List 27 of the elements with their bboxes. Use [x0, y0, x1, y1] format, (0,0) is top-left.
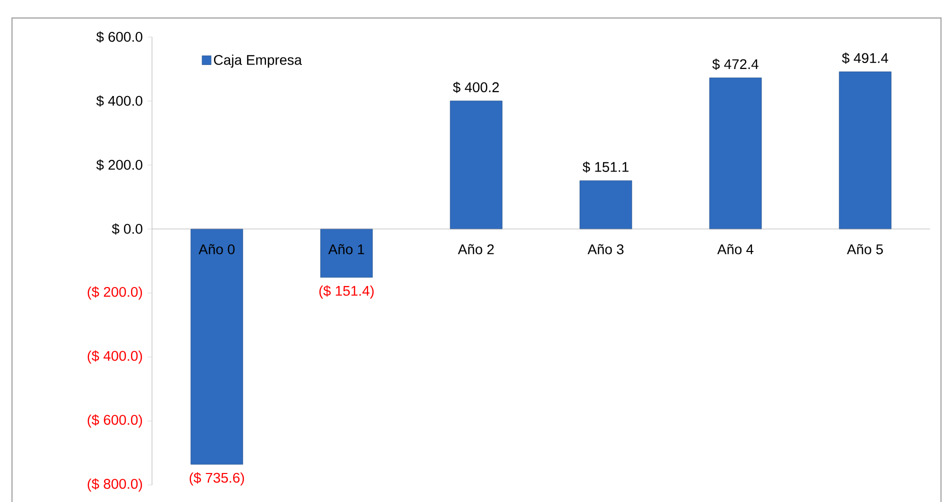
- data-label: $ 151.1: [582, 161, 629, 173]
- x-tick-label: Año 5: [846, 244, 883, 254]
- bar: [709, 78, 762, 230]
- x-tick-label: Año 1: [328, 244, 364, 254]
- x-tick-label: Año 0: [198, 244, 235, 254]
- y-tick-label: ($ 200.0): [88, 286, 142, 300]
- x-tick-label: Año 2: [458, 244, 494, 254]
- y-tick-label: $ 0.0: [112, 223, 142, 235]
- y-tick-label: ($ 800.0): [88, 478, 142, 492]
- x-tick-label: Año 4: [717, 244, 754, 254]
- y-tick-label: $ 600.0: [96, 31, 142, 43]
- data-label: $ 400.2: [452, 82, 499, 94]
- data-label: ($ 151.4): [319, 285, 374, 299]
- x-tick-label: Año 3: [588, 244, 624, 254]
- bar: [450, 100, 502, 230]
- y-tick-label: ($ 600.0): [88, 414, 142, 428]
- bar: [190, 228, 244, 465]
- bar: [580, 180, 632, 230]
- y-tick-label: $ 400.0: [96, 95, 142, 107]
- y-tick-label: $ 200.0: [96, 159, 142, 171]
- bar: [320, 228, 373, 278]
- data-label: $ 491.4: [842, 52, 888, 64]
- data-label: ($ 735.6): [190, 472, 244, 486]
- bar: [838, 72, 892, 230]
- legend-label: Caja Empresa: [214, 54, 302, 68]
- y-tick-label: ($ 400.0): [88, 350, 142, 364]
- data-label: $ 472.4: [712, 58, 758, 70]
